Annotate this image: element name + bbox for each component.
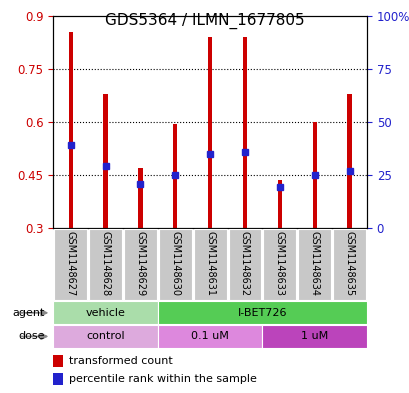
Text: percentile rank within the sample: percentile rank within the sample — [69, 375, 256, 384]
Text: 0.1 uM: 0.1 uM — [191, 331, 229, 342]
Bar — [298, 229, 330, 300]
Text: I-BET726: I-BET726 — [237, 308, 286, 318]
Text: GSM1148630: GSM1148630 — [170, 231, 180, 296]
Bar — [53, 301, 157, 324]
Bar — [346, 94, 351, 228]
Bar — [157, 325, 262, 348]
Bar — [138, 168, 142, 228]
Bar — [193, 229, 226, 300]
Bar — [89, 229, 121, 300]
Bar — [263, 229, 295, 300]
Text: agent: agent — [13, 308, 45, 318]
Text: GSM1148633: GSM1148633 — [274, 231, 284, 296]
Bar — [157, 301, 366, 324]
Bar — [53, 373, 63, 385]
Text: GSM1148627: GSM1148627 — [65, 231, 76, 296]
Text: GSM1148628: GSM1148628 — [100, 231, 110, 296]
Text: GSM1148634: GSM1148634 — [309, 231, 319, 296]
Bar — [262, 325, 366, 348]
Bar — [53, 325, 157, 348]
Text: control: control — [86, 331, 125, 342]
Bar — [207, 37, 212, 228]
Text: GSM1148632: GSM1148632 — [239, 231, 249, 296]
Bar — [53, 355, 63, 367]
Bar — [312, 122, 316, 228]
Bar — [228, 229, 261, 300]
Bar — [333, 229, 365, 300]
Bar — [54, 229, 87, 300]
Text: GSM1148629: GSM1148629 — [135, 231, 145, 296]
Text: 1 uM: 1 uM — [300, 331, 328, 342]
Text: transformed count: transformed count — [69, 356, 172, 366]
Text: GSM1148631: GSM1148631 — [204, 231, 215, 296]
Bar — [173, 124, 177, 228]
Bar — [242, 37, 247, 228]
Bar — [68, 32, 73, 228]
Text: dose: dose — [18, 331, 45, 342]
Bar — [159, 229, 191, 300]
Bar — [124, 229, 156, 300]
Text: GDS5364 / ILMN_1677805: GDS5364 / ILMN_1677805 — [105, 13, 304, 29]
Text: vehicle: vehicle — [85, 308, 125, 318]
Bar — [103, 94, 108, 228]
Text: GSM1148635: GSM1148635 — [344, 231, 354, 296]
Bar — [277, 180, 281, 228]
